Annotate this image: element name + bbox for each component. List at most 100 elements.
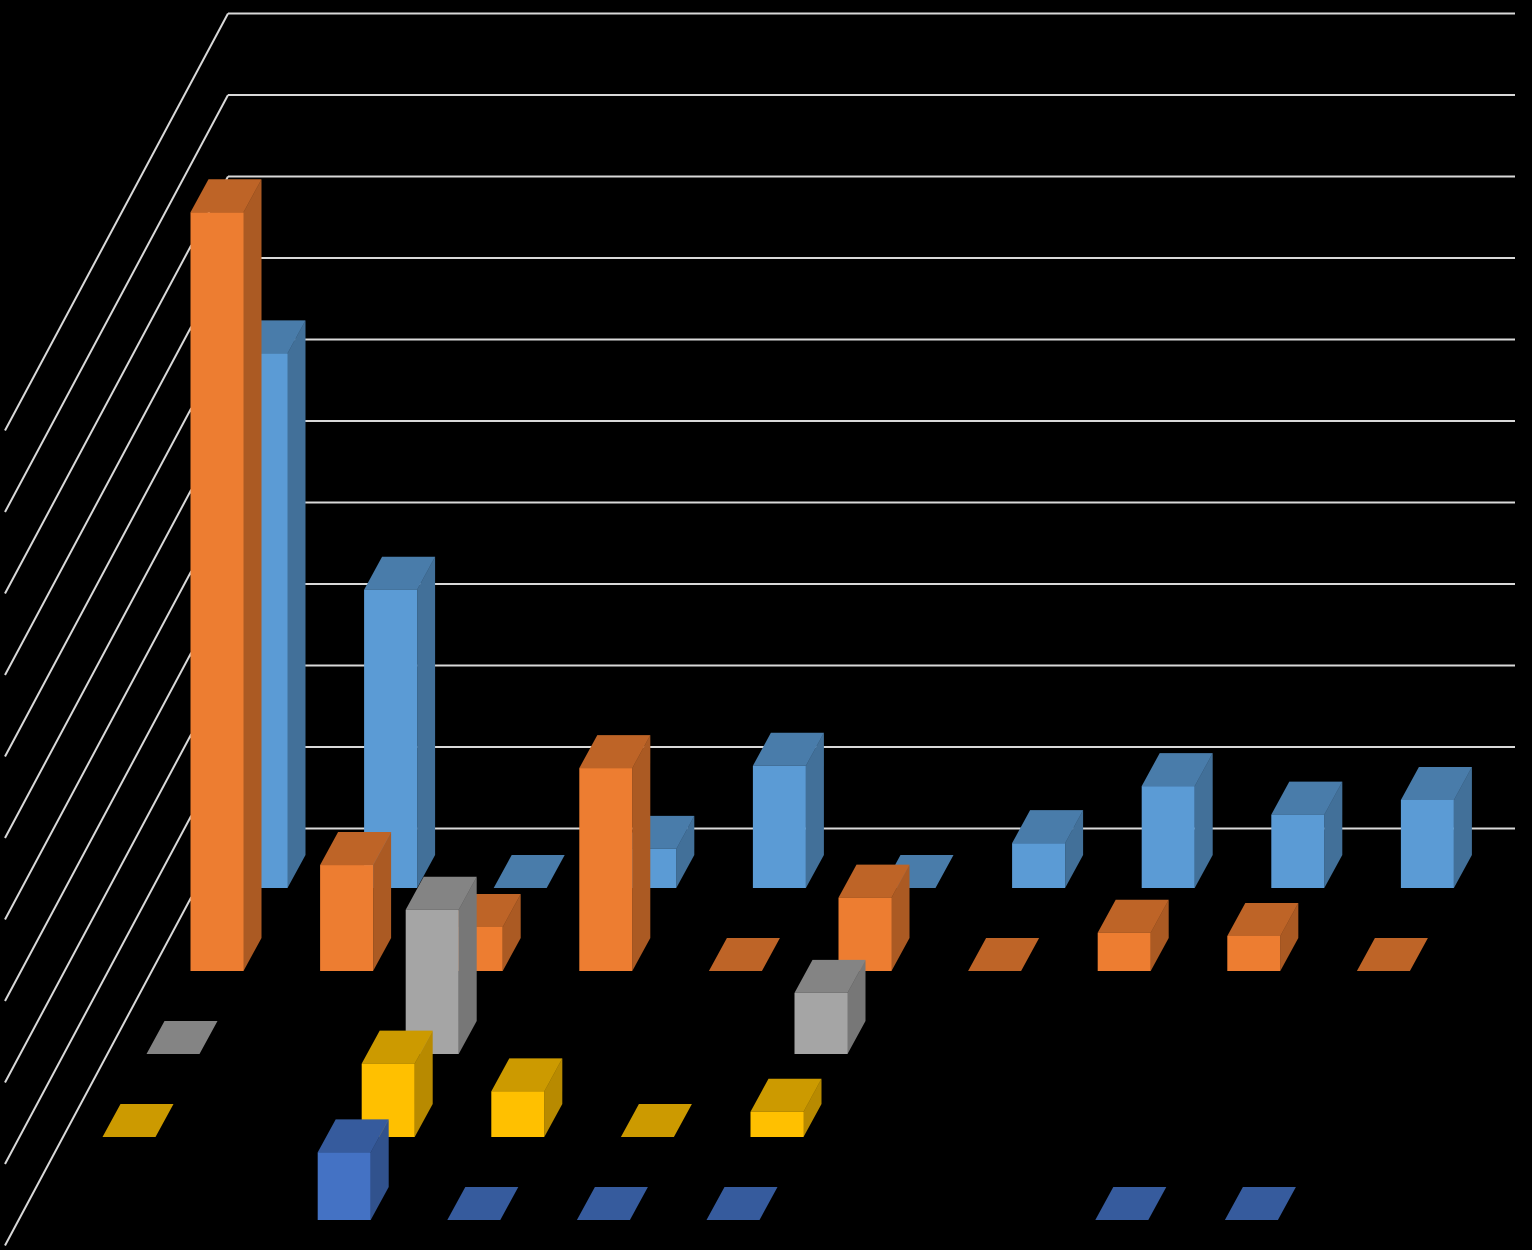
bar-top — [579, 735, 651, 769]
bar-side — [370, 1119, 389, 1220]
bar — [491, 1058, 563, 1137]
bar-front — [320, 865, 374, 971]
bar-top — [190, 179, 262, 213]
bar-front — [1271, 814, 1325, 888]
bar-side — [414, 1030, 433, 1137]
bar — [317, 1119, 389, 1220]
bar-front — [190, 212, 244, 972]
bar — [1224, 1187, 1296, 1220]
bar-side — [1324, 781, 1343, 888]
bar-top — [708, 938, 780, 971]
bar — [1012, 810, 1084, 888]
bar-top — [1271, 781, 1343, 815]
bar-front — [752, 765, 806, 888]
bar-side — [1065, 810, 1084, 888]
bar-top — [1141, 753, 1213, 787]
bar — [794, 959, 866, 1054]
bar-top — [1097, 899, 1169, 933]
bar — [1356, 938, 1428, 971]
bar-side — [847, 959, 866, 1054]
grid-line — [4, 12, 1515, 431]
bar — [750, 1078, 822, 1137]
bar — [1400, 766, 1472, 888]
bar-top — [447, 1187, 519, 1220]
bar-top — [576, 1187, 648, 1220]
bar — [1227, 902, 1299, 971]
bar-top — [706, 1187, 778, 1220]
bar — [620, 1104, 692, 1137]
bar-side — [676, 815, 695, 888]
bar-front — [579, 768, 633, 971]
bar-top — [320, 832, 392, 866]
bar-side — [458, 876, 477, 1054]
bar-top — [620, 1104, 692, 1137]
bar — [493, 855, 565, 888]
bar-side — [805, 732, 824, 888]
bar-top — [838, 864, 910, 898]
bar — [576, 1187, 648, 1220]
bar-side — [632, 735, 651, 971]
bar — [838, 864, 910, 971]
bar — [146, 1021, 218, 1054]
bar-top — [1227, 902, 1299, 936]
bar-front — [750, 1111, 804, 1137]
grid-line-side — [4, 13, 229, 431]
bar-side — [1150, 899, 1169, 971]
bar — [405, 876, 477, 1054]
bar-top — [968, 938, 1040, 971]
bar-top — [750, 1078, 822, 1112]
bar-top — [794, 959, 866, 993]
bar-side — [544, 1058, 563, 1137]
grid-line — [4, 94, 1515, 513]
bar — [706, 1187, 778, 1220]
bar-side — [891, 864, 910, 971]
bar — [579, 735, 651, 971]
bar-top — [491, 1058, 563, 1092]
bar-side — [1280, 902, 1299, 971]
bar — [190, 179, 262, 972]
bar-top — [1356, 938, 1428, 971]
bar-front — [1400, 799, 1454, 888]
bar — [708, 938, 780, 971]
bar-top — [146, 1021, 218, 1054]
bar-side — [502, 893, 521, 971]
bar — [968, 938, 1040, 971]
bar-front — [1227, 935, 1281, 971]
bar-front — [1097, 932, 1151, 971]
bar-top — [1400, 766, 1472, 800]
bar — [1095, 1187, 1167, 1220]
bar-side — [417, 556, 436, 888]
bar-front — [838, 897, 892, 971]
bar-top — [361, 1030, 433, 1064]
bar-top — [317, 1119, 389, 1153]
bar — [1097, 899, 1169, 971]
bar-front — [317, 1152, 371, 1220]
grid-line-side — [4, 94, 229, 513]
bar-top — [1224, 1187, 1296, 1220]
bar — [752, 732, 824, 888]
bar-side — [287, 320, 306, 888]
bar-front — [491, 1091, 545, 1137]
bar-top — [1012, 810, 1084, 844]
bar-front — [794, 992, 848, 1054]
bar-side — [803, 1078, 822, 1137]
bar-front — [1012, 843, 1066, 888]
bar-top — [493, 855, 565, 888]
bar-front — [405, 909, 459, 1054]
bar-top — [364, 556, 436, 590]
bar — [320, 832, 392, 971]
bar-side — [373, 832, 392, 971]
bar-side — [1194, 753, 1213, 888]
bar-side — [1453, 766, 1472, 888]
bar — [1271, 781, 1343, 888]
bar — [1141, 753, 1213, 888]
bar-top — [102, 1104, 174, 1137]
bar-top — [752, 732, 824, 766]
bar-side — [243, 179, 262, 972]
bar-top — [1095, 1187, 1167, 1220]
bar-front — [1141, 786, 1195, 888]
bar-top — [405, 876, 477, 910]
bar — [102, 1104, 174, 1137]
